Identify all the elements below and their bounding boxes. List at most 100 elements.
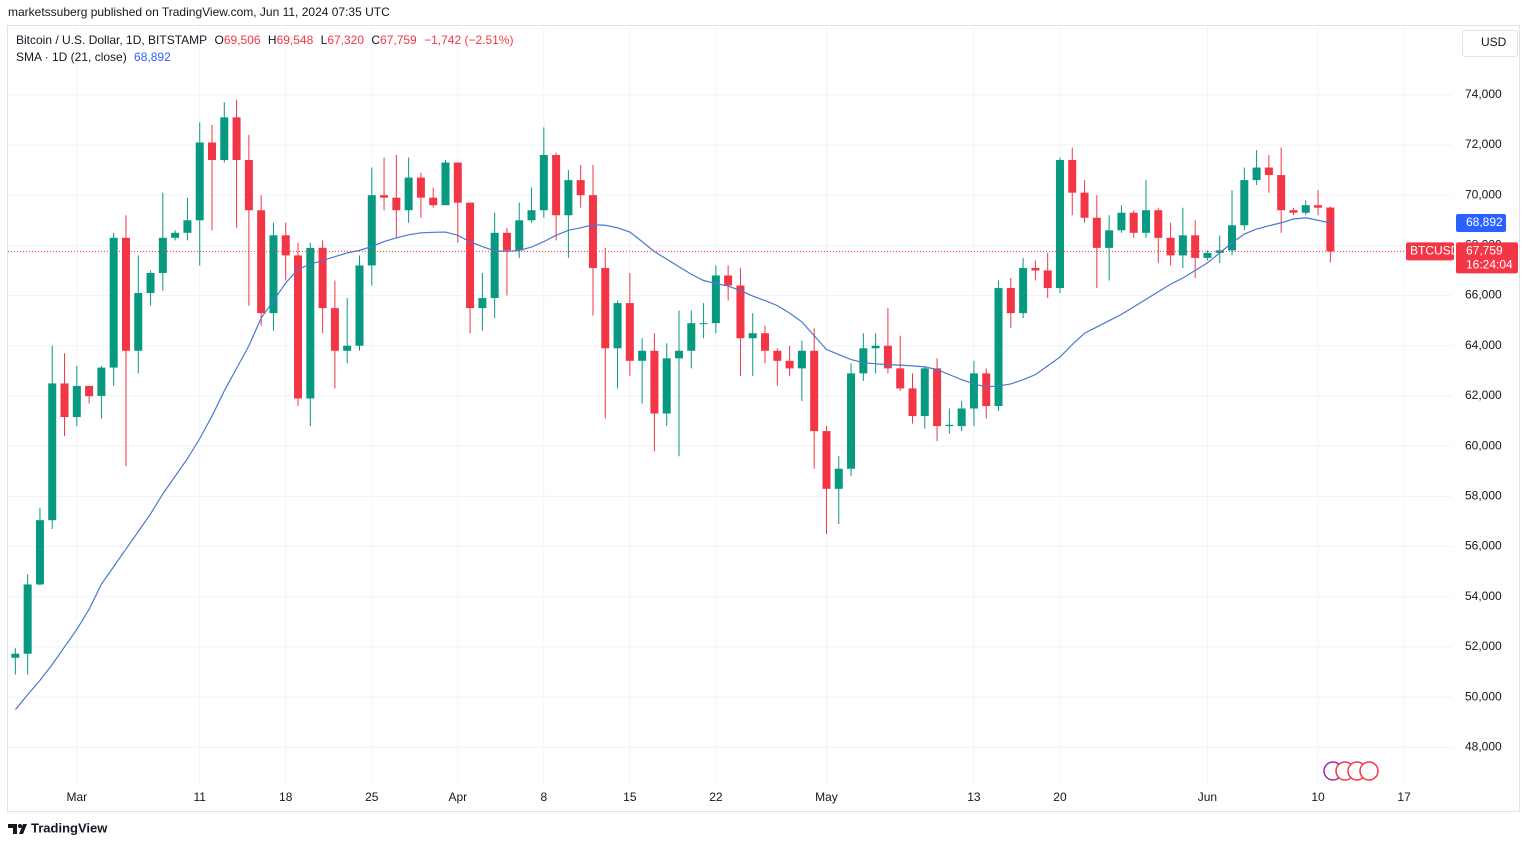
y-tick-label: 56,000 xyxy=(1465,539,1502,553)
y-tick-label: 64,000 xyxy=(1465,338,1502,352)
candle-body xyxy=(883,345,892,369)
candle-body xyxy=(1031,267,1040,271)
candle-body xyxy=(1277,175,1286,211)
candle-body xyxy=(1141,210,1150,233)
y-tick-label: 62,000 xyxy=(1465,388,1502,402)
candle-body xyxy=(687,323,696,351)
currency-label[interactable]: USD xyxy=(1481,35,1507,49)
candle-body xyxy=(1043,270,1052,289)
candle-body xyxy=(330,308,339,351)
candle-body xyxy=(478,298,487,309)
candle-body xyxy=(367,195,376,266)
candle-body xyxy=(257,210,266,314)
candle-body xyxy=(1092,217,1101,248)
plot: 48,000 50,000 52,000 54,000 56,000 58,000 60,0… xyxy=(8,27,1518,804)
candle-body xyxy=(48,383,57,521)
candle-body xyxy=(711,275,720,324)
candle-body xyxy=(748,333,757,339)
candle-body xyxy=(1117,212,1126,231)
candle-body xyxy=(834,468,843,489)
candle-body xyxy=(785,360,794,369)
candle-body xyxy=(1314,205,1323,208)
candle-body xyxy=(601,267,610,349)
high-value: 69,548 xyxy=(276,33,314,47)
candle-body xyxy=(466,202,475,309)
chart-frame xyxy=(7,25,1520,812)
x-tick-label: 15 xyxy=(623,790,637,804)
open-value: 69,506 xyxy=(223,33,261,47)
candle-body xyxy=(699,323,708,325)
candle-body xyxy=(969,373,978,409)
candle-body xyxy=(23,584,32,654)
x-tick-label: 13 xyxy=(967,790,981,804)
brand-icon-dot xyxy=(18,824,22,828)
candle-body xyxy=(552,155,561,216)
candle-body xyxy=(109,237,118,368)
sma-price-tag xyxy=(1456,213,1506,232)
event-icon xyxy=(1359,761,1379,781)
x-tick-label: 17 xyxy=(1397,790,1411,804)
candle-body xyxy=(281,235,290,256)
y-tick-label: 60,000 xyxy=(1465,438,1502,452)
candle-body xyxy=(810,350,819,432)
currency-button[interactable] xyxy=(1462,30,1518,57)
candle-body xyxy=(429,197,438,206)
event-icons xyxy=(1323,761,1379,781)
candle-body xyxy=(232,117,241,161)
candle-body xyxy=(576,180,585,196)
candle-body xyxy=(158,237,167,273)
x-tick-label: 25 xyxy=(365,790,379,804)
y-tick-label: 70,000 xyxy=(1465,187,1502,201)
candle-body xyxy=(392,197,401,211)
candle-body xyxy=(1080,192,1089,218)
x-tick-label: 8 xyxy=(540,790,547,804)
candle-body xyxy=(1129,212,1138,233)
candle-body xyxy=(72,385,81,418)
candle-body xyxy=(1166,237,1175,256)
candle-body xyxy=(97,367,106,396)
candle-body xyxy=(441,162,450,206)
candle-body xyxy=(208,142,217,161)
y-tick-label: 50,000 xyxy=(1465,689,1502,703)
candle-body xyxy=(294,255,303,399)
candle-body xyxy=(736,285,745,339)
candle-body xyxy=(1191,235,1200,258)
candle-body xyxy=(453,162,462,203)
candle-body xyxy=(957,408,966,427)
publisher: marketssuberg published on TradingView.c… xyxy=(8,5,390,19)
candle-body xyxy=(171,232,180,238)
candle-body xyxy=(1203,252,1212,258)
candle-body xyxy=(1105,230,1114,248)
candle-body xyxy=(613,303,622,349)
candle-body xyxy=(306,247,315,399)
candle-body xyxy=(588,195,597,268)
x-tick-label: 20 xyxy=(1053,790,1067,804)
candle-body xyxy=(564,180,573,216)
candle-body xyxy=(773,350,782,361)
brand-logo xyxy=(8,824,27,834)
candle-body xyxy=(724,275,733,286)
candle-body xyxy=(269,235,278,314)
symbol-tag xyxy=(1406,242,1454,261)
candle-body xyxy=(380,195,389,198)
brand-icon xyxy=(8,824,27,834)
candle-body xyxy=(85,385,94,397)
candle-body xyxy=(527,210,536,221)
candle-body xyxy=(502,232,511,251)
low-value: 67,320 xyxy=(327,33,365,47)
candle-body xyxy=(318,247,327,309)
y-tick-label: 66,000 xyxy=(1465,288,1502,302)
x-tick-label: 18 xyxy=(279,790,293,804)
candle-body xyxy=(822,431,831,489)
brand-name: TradingView xyxy=(31,820,108,835)
y-tick-label: 58,000 xyxy=(1465,489,1502,503)
candle-body xyxy=(994,288,1003,406)
candle-body xyxy=(1154,210,1163,238)
candle-body xyxy=(674,350,683,359)
candle-body xyxy=(539,155,548,211)
high-label: H xyxy=(267,33,277,47)
candle-body xyxy=(797,350,806,369)
candle-body xyxy=(1326,207,1335,252)
candle-body xyxy=(933,368,942,427)
